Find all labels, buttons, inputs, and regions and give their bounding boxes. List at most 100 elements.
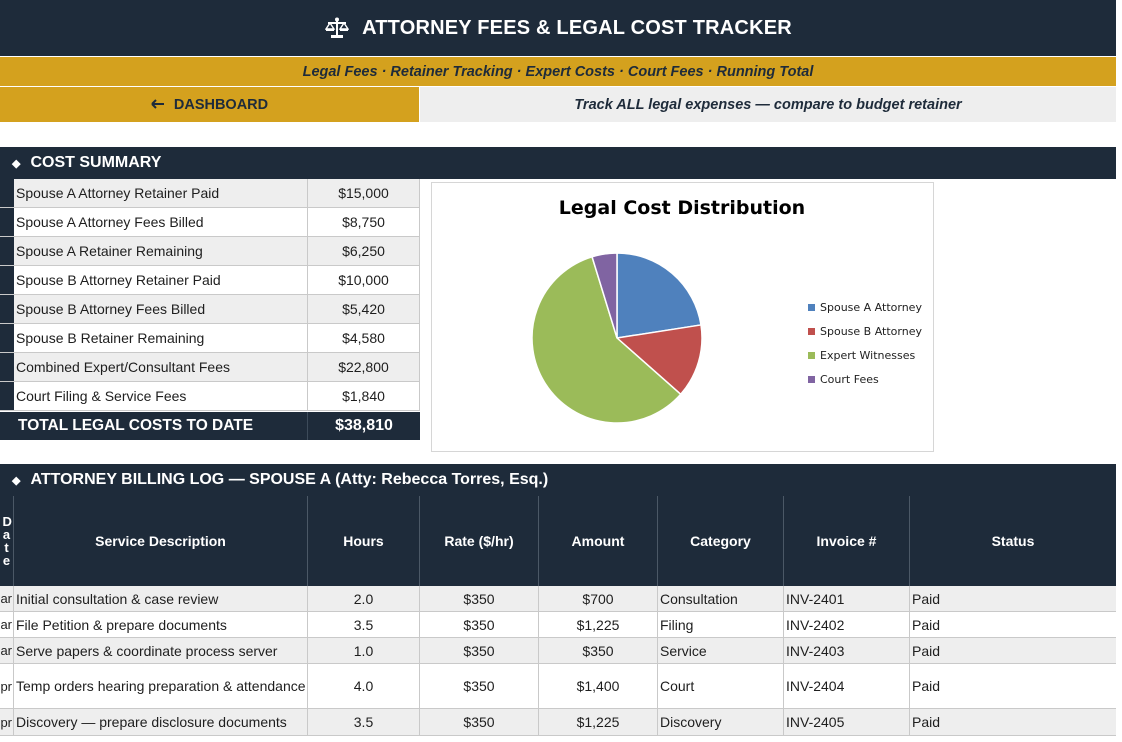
cell-date: ar bbox=[0, 586, 14, 611]
summary-row: Court Filing & Service Fees $1,840 bbox=[0, 382, 420, 411]
cell-invoice: INV-2404 bbox=[784, 664, 910, 708]
cell-hours: 4.0 bbox=[308, 664, 420, 708]
pie-slice-spouse-b-attorney bbox=[615, 324, 703, 396]
cell-desc: Temp orders hearing preparation & attend… bbox=[14, 664, 308, 708]
total-value: $38,810 bbox=[335, 417, 393, 434]
legend-label: Expert Witnesses bbox=[820, 348, 916, 362]
cell-desc: Initial consultation & case review bbox=[14, 586, 308, 611]
cell-hours: 3.5 bbox=[308, 709, 420, 735]
cell-date: ar bbox=[0, 612, 14, 637]
summary-row: Spouse B Retainer Remaining $4,580 bbox=[0, 324, 420, 353]
cell-rate: $350 bbox=[420, 638, 539, 663]
column-header-amount: Amount bbox=[539, 496, 658, 586]
legend-item: Expert Witnesses bbox=[808, 343, 922, 367]
subtitle-bar: Legal Fees · Retainer Tracking · Expert … bbox=[0, 57, 1116, 86]
cost-distribution-chart: Legal Cost Distribution Spouse A Attorne… bbox=[431, 182, 934, 452]
cell-hours: 3.5 bbox=[308, 612, 420, 637]
cell-invoice: INV-2401 bbox=[784, 586, 910, 611]
cell-rate: $350 bbox=[420, 664, 539, 708]
cell-date: pr bbox=[0, 709, 14, 735]
cost-summary-header: ◆ COST SUMMARY bbox=[0, 147, 1116, 179]
summary-label: Spouse B Retainer Remaining bbox=[0, 324, 308, 352]
billing-log-header: ◆ ATTORNEY BILLING LOG — SPOUSE A (Atty:… bbox=[0, 464, 1116, 496]
cell-rate: $350 bbox=[420, 709, 539, 735]
cell-amount: $700 bbox=[539, 586, 658, 611]
summary-value: $10,000 bbox=[308, 266, 420, 294]
cell-rate: $350 bbox=[420, 586, 539, 611]
column-header-rate: Rate ($/hr) bbox=[420, 496, 539, 586]
column-header-invoice: Invoice # bbox=[784, 496, 910, 586]
summary-value: $15,000 bbox=[308, 179, 420, 207]
tagline: Track ALL legal expenses — compare to bu… bbox=[420, 87, 1116, 122]
column-header-date: D a t e bbox=[0, 496, 14, 586]
summary-row: Spouse A Attorney Fees Billed $8,750 bbox=[0, 208, 420, 237]
pie-slice-court-fees bbox=[591, 252, 618, 339]
summary-value: $6,250 bbox=[308, 237, 420, 265]
chart-title: Legal Cost Distribution bbox=[558, 197, 806, 219]
cell-amount: $1,400 bbox=[539, 664, 658, 708]
summary-value: $8,750 bbox=[308, 208, 420, 236]
arrow-left-icon bbox=[151, 97, 165, 113]
pie-chart bbox=[531, 252, 703, 424]
legend-label: Court Fees bbox=[820, 372, 879, 386]
summary-value: $5,420 bbox=[308, 295, 420, 323]
summary-row: Combined Expert/Consultant Fees $22,800 bbox=[0, 353, 420, 382]
summary-label: Spouse B Attorney Fees Billed bbox=[0, 295, 308, 323]
table-row[interactable]: ar File Petition & prepare documents 3.5 $3… bbox=[0, 612, 1116, 638]
summary-value: $1,840 bbox=[308, 382, 420, 410]
legend-swatch bbox=[808, 303, 815, 311]
title-bar: ATTORNEY FEES & LEGAL COST TRACKER bbox=[0, 0, 1116, 56]
table-row[interactable]: ar Initial consultation & case review 2.0 $… bbox=[0, 586, 1116, 612]
cell-invoice: INV-2403 bbox=[784, 638, 910, 663]
cell-category: Consultation bbox=[658, 586, 784, 611]
cell-date: pr bbox=[0, 664, 14, 708]
cell-category: Filing bbox=[658, 612, 784, 637]
pie-slice-expert-witnesses bbox=[531, 255, 682, 424]
cell-category: Service bbox=[658, 638, 784, 663]
billing-table-header: D a t e Service Description Hours Rate (… bbox=[0, 496, 1116, 586]
cell-status: Paid bbox=[912, 616, 941, 633]
section-title: ATTORNEY BILLING LOG — SPOUSE A (Atty: R… bbox=[30, 471, 549, 488]
page-title: ATTORNEY FEES & LEGAL COST TRACKER bbox=[362, 16, 792, 39]
cell-status: Paid bbox=[912, 714, 941, 730]
table-row[interactable]: ar Serve papers & coordinate process serv… bbox=[0, 638, 1116, 664]
legend-item: Court Fees bbox=[808, 367, 922, 391]
summary-label: Spouse B Attorney Retainer Paid bbox=[0, 266, 308, 294]
cell-hours: 2.0 bbox=[308, 586, 420, 611]
summary-label: Combined Expert/Consultant Fees bbox=[0, 353, 308, 381]
cell-amount: $1,225 bbox=[539, 709, 658, 735]
legend-swatch bbox=[808, 375, 815, 383]
legend-item: Spouse B Attorney bbox=[808, 319, 922, 343]
cell-status: Paid bbox=[912, 642, 941, 659]
summary-label: Spouse A Attorney Retainer Paid bbox=[0, 179, 308, 207]
cell-desc: Serve papers & coordinate process server bbox=[14, 638, 308, 663]
dashboard-button[interactable]: DASHBOARD bbox=[0, 87, 419, 122]
column-header-description: Service Description bbox=[14, 496, 308, 586]
cell-amount: $350 bbox=[539, 638, 658, 663]
scales-of-justice-icon bbox=[324, 16, 350, 40]
summary-value: $4,580 bbox=[308, 324, 420, 352]
table-row[interactable]: pr Discovery — prepare disclosure documen… bbox=[0, 709, 1116, 736]
legend-swatch bbox=[808, 327, 815, 335]
cell-amount: $1,225 bbox=[539, 612, 658, 637]
cell-invoice: INV-2402 bbox=[784, 612, 910, 637]
total-label: TOTAL LEGAL COSTS TO DATE bbox=[0, 412, 308, 440]
diamond-icon: ◆ bbox=[12, 157, 21, 170]
column-header-status: Status bbox=[991, 533, 1035, 549]
cell-category: Court bbox=[658, 664, 784, 708]
legend-label: Spouse B Attorney bbox=[820, 324, 922, 338]
diamond-icon: ◆ bbox=[12, 474, 21, 487]
section-title: COST SUMMARY bbox=[30, 154, 162, 171]
table-row[interactable]: pr Temp orders hearing preparation & atte… bbox=[0, 664, 1116, 709]
cell-date: ar bbox=[0, 638, 14, 663]
legend-label: Spouse A Attorney bbox=[820, 300, 922, 314]
summary-label: Spouse A Retainer Remaining bbox=[0, 237, 308, 265]
summary-label: Spouse A Attorney Fees Billed bbox=[0, 208, 308, 236]
cell-invoice: INV-2405 bbox=[784, 709, 910, 735]
pie-slice-spouse-a-attorney bbox=[616, 252, 702, 339]
cell-status: Paid bbox=[912, 590, 941, 607]
summary-row: Spouse A Attorney Retainer Paid $15,000 bbox=[0, 179, 420, 208]
legend-swatch bbox=[808, 351, 815, 359]
cell-status: Paid bbox=[912, 678, 941, 694]
cell-hours: 1.0 bbox=[308, 638, 420, 663]
